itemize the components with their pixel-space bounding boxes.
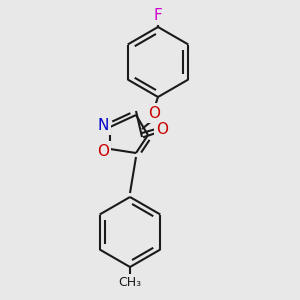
Text: CH₃: CH₃ xyxy=(118,275,142,289)
Text: N: N xyxy=(97,118,109,133)
Text: O: O xyxy=(148,106,160,121)
Text: O: O xyxy=(97,143,109,158)
Text: F: F xyxy=(154,8,162,22)
Text: O: O xyxy=(156,122,168,136)
